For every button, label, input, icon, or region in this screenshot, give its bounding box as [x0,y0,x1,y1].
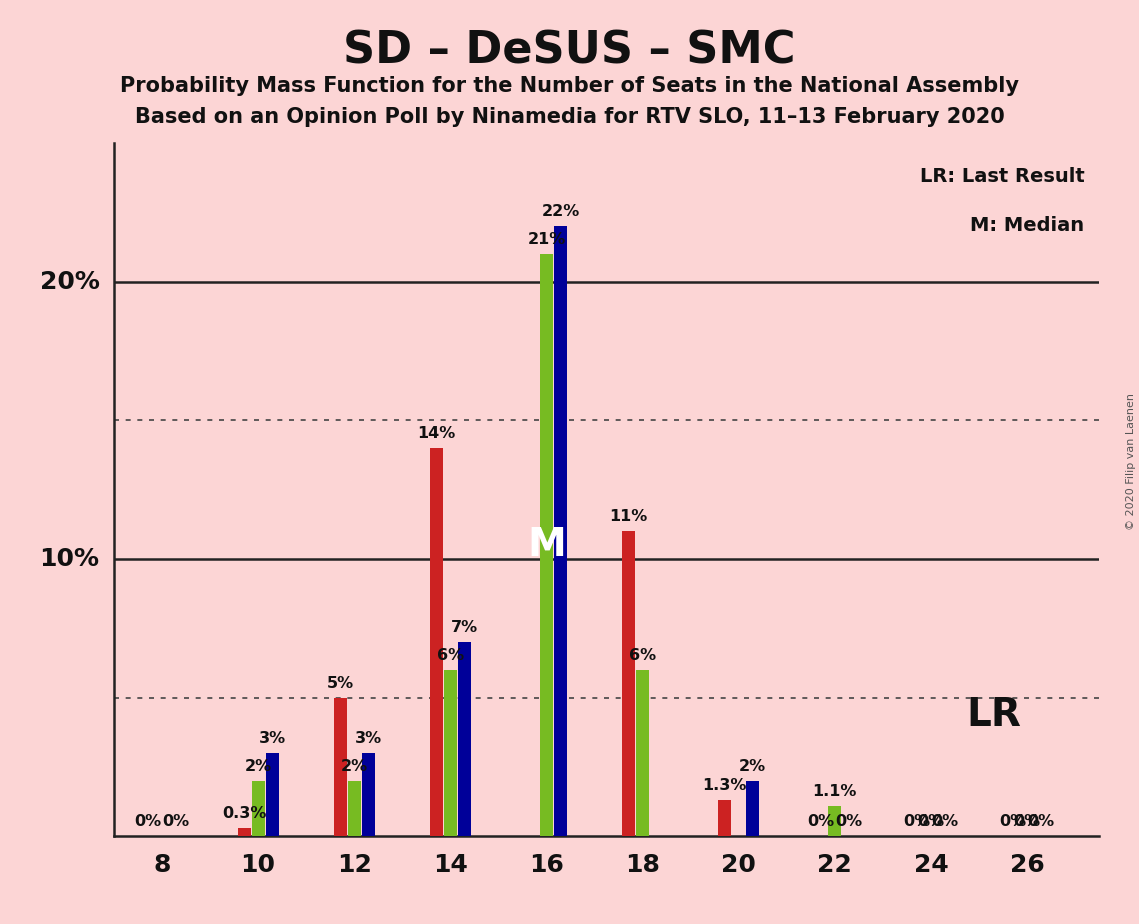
Bar [429,448,443,836]
Bar [636,670,649,836]
Text: 14%: 14% [417,426,456,442]
Text: 0%: 0% [1014,814,1041,830]
Text: Probability Mass Function for the Number of Seats in the National Assembly: Probability Mass Function for the Number… [120,76,1019,96]
Text: 0%: 0% [808,814,835,830]
Text: LR: LR [966,696,1021,734]
Text: 11%: 11% [609,509,648,525]
Bar [622,531,636,836]
Bar [334,698,346,836]
Text: 21%: 21% [527,232,566,248]
Text: 3%: 3% [354,731,382,747]
Bar [252,781,264,836]
Text: 0%: 0% [932,814,958,830]
Text: 0%: 0% [835,814,862,830]
Bar [444,670,457,836]
Text: 3%: 3% [259,731,286,747]
Text: 6%: 6% [436,648,464,663]
Text: © 2020 Filip van Laenen: © 2020 Filip van Laenen [1125,394,1136,530]
Bar [458,642,470,836]
Bar [554,226,567,836]
Text: 22%: 22% [541,204,580,220]
Text: 2%: 2% [739,759,767,774]
Bar [719,800,731,836]
Text: LR: Last Result: LR: Last Result [919,167,1084,187]
Bar [540,254,552,836]
Text: 0.3%: 0.3% [222,806,267,821]
Text: M: Median: M: Median [970,216,1084,235]
Text: 1.1%: 1.1% [812,784,857,798]
Bar [347,781,361,836]
Bar [265,753,279,836]
Bar [746,781,759,836]
Text: 0%: 0% [1000,814,1026,830]
Text: 20%: 20% [40,270,99,294]
Bar [238,828,251,836]
Text: 10%: 10% [40,547,99,571]
Text: 0%: 0% [917,814,944,830]
Bar [828,806,842,836]
Text: 1.3%: 1.3% [703,778,747,793]
Bar [362,753,375,836]
Text: M: M [527,526,566,565]
Text: 6%: 6% [629,648,656,663]
Text: 2%: 2% [245,759,271,774]
Text: 0%: 0% [163,814,189,830]
Text: 7%: 7% [451,620,478,636]
Text: Based on an Opinion Poll by Ninamedia for RTV SLO, 11–13 February 2020: Based on an Opinion Poll by Ninamedia fo… [134,107,1005,128]
Text: 5%: 5% [327,675,354,691]
Text: 0%: 0% [134,814,162,830]
Text: 0%: 0% [1027,814,1055,830]
Text: 0%: 0% [903,814,931,830]
Text: SD – DeSUS – SMC: SD – DeSUS – SMC [343,30,796,73]
Text: 2%: 2% [341,759,368,774]
